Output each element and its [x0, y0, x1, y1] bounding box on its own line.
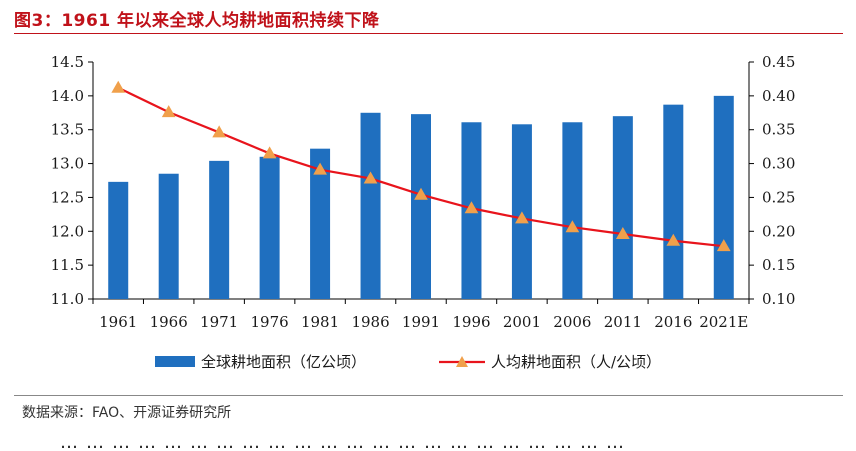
line-point — [262, 146, 277, 159]
line-point — [161, 105, 176, 118]
y-right-tick-label: 0.25 — [762, 188, 795, 206]
chart: 11.0 11.5 12.0 12.5 13.0 13.5 14.0 14.5 0.10 0.15… — [51, 53, 796, 371]
bar — [360, 112, 381, 300]
legend: 全球耕地面积（亿公顷） 人均耕地面积（人/公顷） — [155, 353, 661, 371]
y-right-tick-label: 0.35 — [762, 121, 795, 139]
x-tick-label: 1976 — [251, 313, 289, 331]
title-divider — [14, 33, 843, 34]
bar — [562, 122, 583, 299]
x-tick-label: 2006 — [553, 313, 591, 331]
line-point — [111, 80, 126, 93]
bar — [158, 173, 179, 299]
line-point — [716, 239, 731, 252]
x-tick-label: 2016 — [654, 313, 692, 331]
legend-line-marker — [456, 356, 468, 367]
y-left-tick-label: 14.0 — [51, 87, 84, 105]
bar — [612, 116, 633, 300]
x-tick-label: 1991 — [402, 313, 440, 331]
y-left-tick-label: 13.5 — [51, 121, 84, 139]
y-right-tick-label: 0.10 — [762, 290, 795, 308]
line-point — [464, 201, 479, 214]
line-point — [212, 125, 227, 138]
line-point — [565, 220, 580, 233]
bar — [713, 95, 734, 299]
source-divider — [14, 395, 843, 396]
x-tick-label: 2021E — [699, 313, 748, 331]
x-tick-label: 2001 — [503, 313, 541, 331]
body-text-fragment: ………………………………………………………… — [60, 432, 632, 451]
x-tick-label: 1971 — [200, 313, 238, 331]
line-point — [363, 171, 378, 184]
legend-bar-swatch — [155, 356, 195, 367]
legend-line-label: 人均耕地面积（人/公顷） — [491, 353, 661, 371]
x-tick-label: 1986 — [351, 313, 389, 331]
y-right-tick-label: 0.20 — [762, 222, 795, 240]
bar — [259, 156, 280, 299]
line-point — [515, 211, 529, 224]
legend-bar-label: 全球耕地面积（亿公顷） — [201, 353, 366, 371]
y-right-tick-label: 0.15 — [762, 256, 795, 274]
chart-axes: 11.0 11.5 12.0 12.5 13.0 13.5 14.0 14.5 0.10 0.15… — [51, 53, 796, 331]
x-tick-label: 1981 — [301, 313, 339, 331]
bar — [108, 181, 129, 299]
figure-title: 图3：1961 年以来全球人均耕地面积持续下降 — [14, 11, 380, 31]
bar — [209, 160, 230, 299]
y-left-tick-label: 12.5 — [51, 188, 84, 206]
line-series — [111, 80, 731, 252]
y-left-tick-label: 12.0 — [51, 222, 84, 240]
y-left-tick-label: 11.5 — [51, 256, 84, 274]
bar — [411, 114, 431, 299]
line-point — [666, 233, 681, 246]
source-note: 数据来源：FAO、开源证券研究所 — [22, 405, 232, 421]
y-right-tick-label: 0.40 — [762, 87, 795, 105]
x-tick-label: 1961 — [99, 313, 137, 331]
bar — [310, 148, 331, 299]
y-right-tick-label: 0.30 — [762, 155, 795, 173]
y-left-tick-label: 14.5 — [51, 53, 84, 71]
y-right-tick-label: 0.45 — [762, 53, 795, 71]
x-tick-label: 1966 — [150, 313, 188, 331]
line-point — [414, 187, 428, 200]
line-point — [313, 162, 327, 175]
bar — [663, 104, 684, 299]
y-left-tick-label: 13.0 — [51, 155, 84, 173]
line-point — [615, 226, 630, 239]
x-tick-label: 1996 — [452, 313, 490, 331]
x-tick-label: 2011 — [604, 313, 642, 331]
y-left-tick-label: 11.0 — [51, 290, 84, 308]
